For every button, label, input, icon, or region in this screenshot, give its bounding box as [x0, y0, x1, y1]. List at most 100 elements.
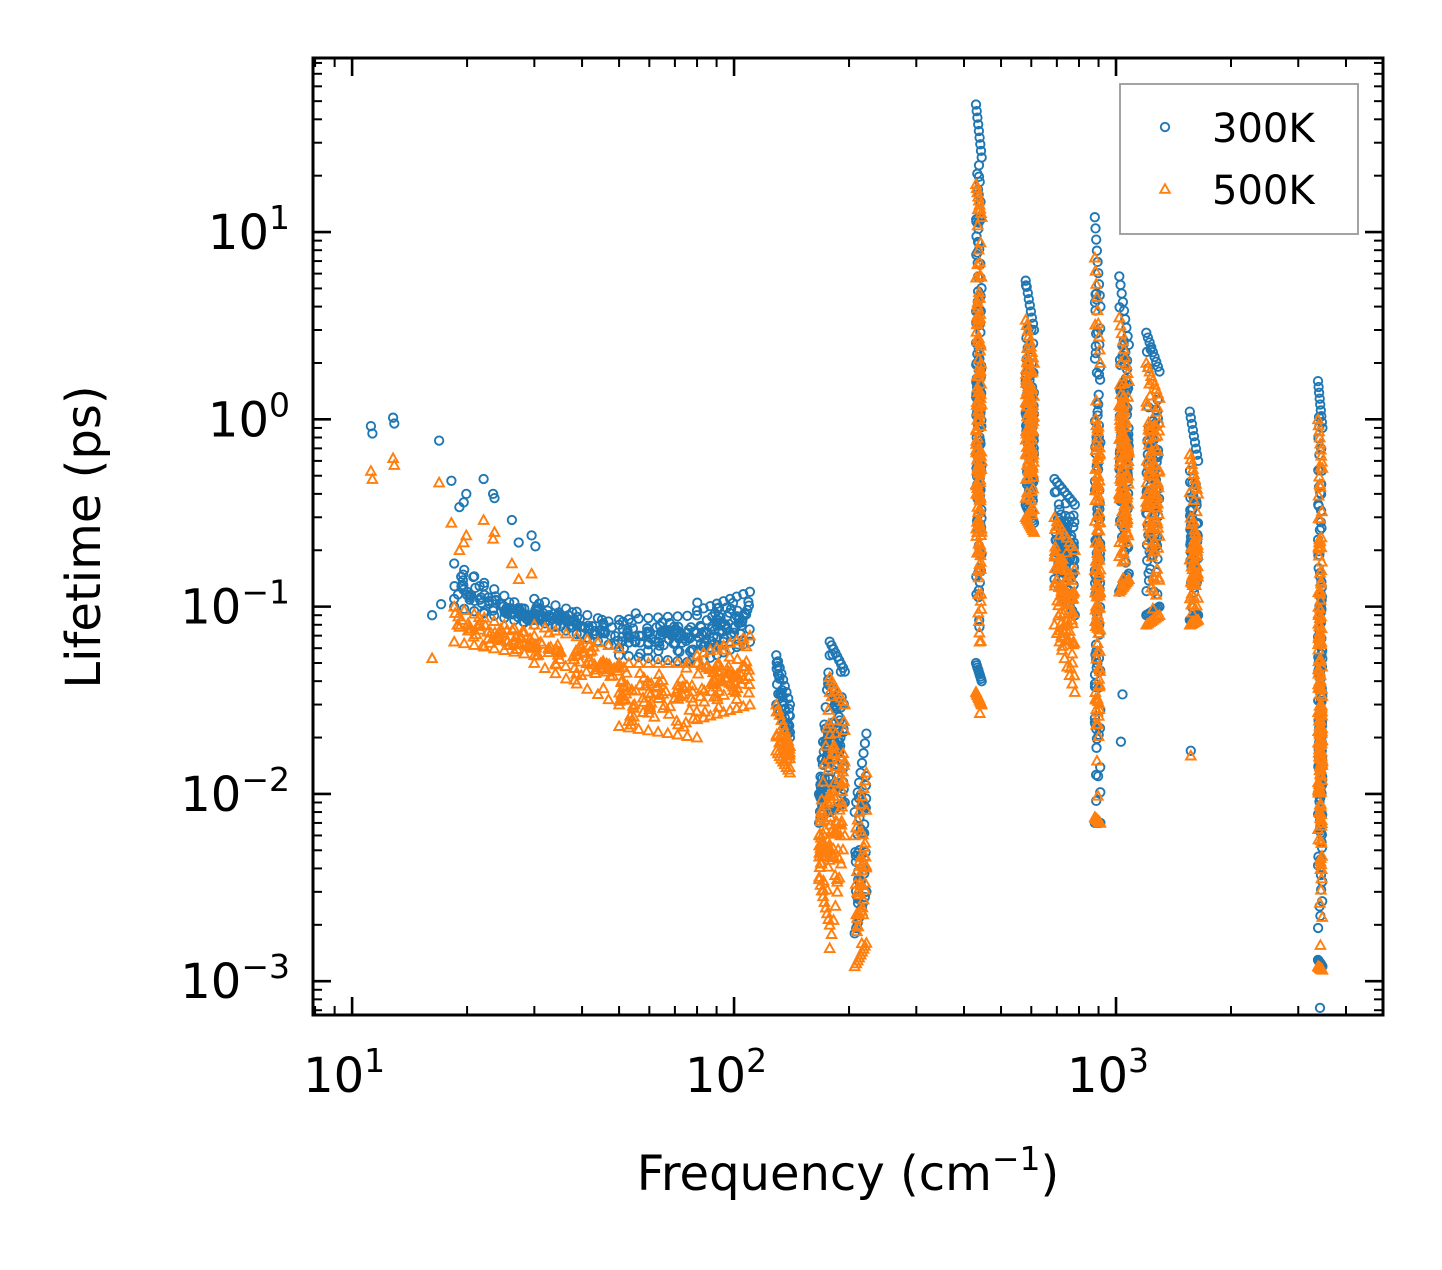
triangle-point-500K [1092, 329, 1106, 342]
circle-point-300K [539, 596, 551, 608]
circle-point-300K [839, 666, 850, 677]
triangle-point-500K [1068, 685, 1082, 697]
points-layer [364, 99, 1329, 1014]
triangle-point-500K [838, 754, 852, 767]
triangle-point-500K [459, 528, 473, 541]
circle-point-300K [1313, 500, 1324, 512]
triangle-point-500K [969, 177, 983, 190]
triangle-point-500K [525, 566, 539, 579]
triangle-point-500K [827, 849, 840, 862]
triangle-point-500K [1141, 431, 1155, 444]
triangle-point-500K [827, 775, 841, 788]
triangle-point-500K [1048, 540, 1062, 552]
triangle-point-500K [783, 739, 797, 751]
circle-point-300K [783, 693, 794, 704]
triangle-point-500K [497, 618, 511, 630]
triangle-point-500K [489, 629, 503, 642]
circle-point-300K [1190, 443, 1202, 454]
triangle-point-500K [641, 723, 655, 736]
y-tick-label: 100 [208, 385, 290, 448]
circle-point-300K [1091, 367, 1103, 378]
triangle-point-500K [816, 835, 830, 848]
circle-point-300K [784, 699, 796, 710]
triangle-point-500K [1311, 585, 1325, 598]
circle-point-300K [975, 139, 986, 150]
triangle-point-500K [452, 543, 466, 556]
circle-point-300K [1188, 431, 1200, 442]
triangle-point-500K [832, 772, 846, 785]
circle-point-300K [582, 609, 593, 621]
triangle-point-500K [527, 656, 541, 668]
triangle-point-500K [683, 703, 697, 715]
circle-point-300K [459, 564, 470, 576]
circle-point-300K [682, 610, 693, 621]
circle-point-300K [1024, 300, 1035, 311]
legend-label-300K: 300K [1212, 106, 1316, 152]
triangle-point-500K [1118, 416, 1132, 428]
triangle-point-500K [690, 730, 704, 743]
circle-point-300K [1069, 516, 1080, 528]
triangle-point-500K [486, 532, 500, 544]
triangle-point-500K [1092, 535, 1106, 547]
circle-point-300K [705, 600, 716, 612]
triangle-point-500K [477, 513, 491, 525]
circle-point-300K [1020, 275, 1031, 286]
triangle-point-500K [852, 805, 866, 817]
triangle-point-500K [602, 638, 615, 651]
triangle-point-500K [1054, 616, 1068, 629]
triangle-point-500K [612, 641, 626, 653]
circle-point-300K [630, 608, 641, 619]
triangle-point-500K [783, 765, 797, 778]
triangle-point-500K [1089, 603, 1103, 615]
x-tick-label: 101 [303, 1041, 385, 1104]
triangle-point-500K [1089, 277, 1103, 289]
triangle-point-500K [859, 849, 872, 862]
triangle-point-500K [1019, 372, 1033, 385]
triangle-point-500K [1140, 475, 1154, 488]
triangle-point-500K [559, 671, 573, 684]
triangle-point-500K [661, 726, 675, 739]
triangle-point-500K [1066, 586, 1080, 599]
triangle-point-500K [1092, 515, 1106, 528]
triangle-point-500K [1314, 593, 1328, 605]
triangle-point-500K [1090, 553, 1104, 565]
triangle-point-500K [585, 643, 599, 656]
circle-point-300K [701, 615, 713, 626]
triangle-point-500K [838, 828, 852, 841]
circle-point-300K [1022, 287, 1033, 299]
circle-point-300K [461, 488, 472, 500]
triangle-point-500K [1314, 819, 1328, 831]
triangle-point-500K [1093, 622, 1107, 635]
triangle-point-500K [971, 605, 985, 618]
triangle-point-500K [1063, 603, 1076, 616]
triangle-point-500K [825, 689, 839, 702]
circle-point-300K [623, 630, 635, 642]
circle-point-300K [861, 728, 872, 739]
circle-point-300K [513, 537, 524, 548]
triangle-point-500K [627, 697, 641, 710]
triangle-point-500K [1058, 651, 1072, 664]
triangle-point-500K [671, 692, 685, 704]
ticks-layer [313, 58, 1384, 1015]
triangle-point-500K [835, 784, 849, 796]
triangle-point-500K [680, 656, 694, 668]
circle-point-300K [1093, 369, 1105, 380]
triangle-point-500K [1090, 754, 1104, 766]
triangle-point-500K [1122, 374, 1136, 386]
triangle-point-500K [970, 317, 984, 330]
circle-point-300K [469, 571, 480, 582]
x-tick-label: 102 [685, 1041, 767, 1104]
triangle-point-500K [1145, 507, 1159, 519]
triangle-point-500K [552, 645, 566, 658]
triangle-point-500K [1090, 460, 1104, 472]
circle-point-300K [744, 624, 755, 635]
triangle-point-500K [823, 788, 837, 800]
circle-point-300K [589, 625, 600, 637]
triangle-point-500K [1092, 420, 1105, 432]
triangle-point-500K [1150, 487, 1164, 500]
triangle-point-500K [1150, 400, 1164, 412]
triangle-point-500K [691, 667, 705, 679]
triangle-point-500K [1188, 523, 1202, 535]
triangle-point-500K [1191, 613, 1205, 625]
triangle-point-500K [829, 726, 843, 739]
